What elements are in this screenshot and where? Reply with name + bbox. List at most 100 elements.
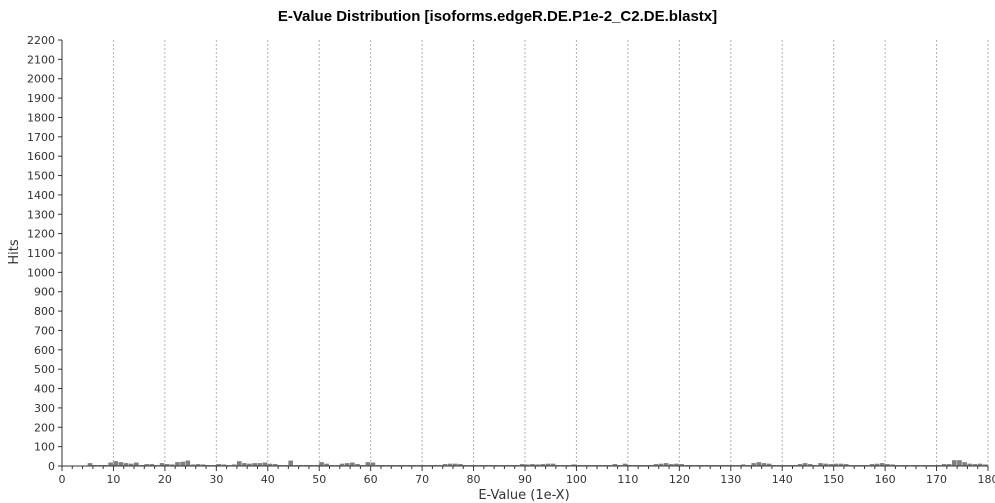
bar	[663, 463, 669, 466]
bar	[756, 462, 762, 466]
bar	[262, 462, 268, 466]
x-tick-label: 10	[106, 473, 120, 486]
y-tick-label: 1400	[27, 189, 55, 202]
bar	[838, 463, 844, 466]
bar	[653, 464, 659, 466]
bar	[252, 463, 257, 466]
x-tick-label: 60	[364, 473, 378, 486]
bar	[242, 463, 247, 466]
bar	[843, 464, 849, 466]
y-tick-label: 1500	[27, 170, 55, 183]
y-axis-label: Hits	[7, 239, 22, 264]
y-tick-label: 800	[34, 305, 55, 318]
chart-title: E-Value Distribution [isoforms.edgeR.DE.…	[277, 8, 718, 25]
bar	[571, 464, 576, 466]
bar	[550, 463, 556, 466]
bar	[797, 464, 803, 466]
bar	[823, 463, 829, 466]
y-tick-label: 700	[34, 324, 55, 337]
x-tick-label: 150	[823, 473, 844, 486]
bar	[612, 464, 618, 466]
x-tick-label: 170	[926, 473, 947, 486]
bar	[231, 464, 237, 466]
bar	[941, 464, 947, 466]
bar	[761, 463, 767, 466]
bar	[967, 463, 973, 466]
bar	[180, 461, 185, 466]
bar	[236, 461, 242, 466]
bar	[113, 461, 119, 466]
bar	[149, 464, 155, 466]
bar	[175, 462, 180, 466]
x-tick-label: 140	[772, 473, 793, 486]
bar	[319, 462, 324, 466]
bar	[802, 463, 808, 466]
y-tick-label: 300	[34, 402, 55, 415]
x-tick-label: 50	[312, 473, 326, 486]
bar	[159, 463, 165, 466]
x-tick-label: 180	[978, 473, 995, 486]
bar	[190, 464, 196, 466]
bar	[324, 463, 330, 466]
bar	[350, 462, 355, 466]
y-tick-label: 100	[34, 441, 55, 454]
bar	[741, 464, 746, 466]
bar	[674, 463, 679, 466]
bar	[185, 460, 191, 466]
bar	[879, 463, 885, 466]
y-tick-label: 1700	[27, 131, 55, 144]
y-tick-label: 2000	[27, 73, 55, 86]
x-tick-label: 0	[59, 473, 66, 486]
y-tick-label: 900	[34, 286, 55, 299]
bar	[452, 463, 458, 466]
x-tick-label: 30	[209, 473, 223, 486]
bar	[195, 464, 201, 466]
y-tick-label: 1000	[27, 266, 55, 279]
bar	[108, 462, 113, 466]
bar-series	[87, 460, 988, 466]
bar	[972, 464, 978, 466]
bar	[87, 463, 93, 466]
axes	[58, 39, 989, 471]
x-tick-label: 40	[261, 473, 275, 486]
bar	[519, 464, 525, 466]
bar	[525, 464, 530, 466]
x-tick-label: 80	[467, 473, 481, 486]
bar	[442, 464, 448, 466]
bar	[885, 464, 890, 466]
y-tick-label: 1900	[27, 92, 55, 105]
y-tick-label: 1100	[27, 247, 55, 260]
bar	[540, 464, 546, 466]
bar	[807, 464, 813, 466]
x-axis-label: E-Value (1e-X)	[478, 488, 569, 503]
bar	[365, 462, 371, 466]
bar	[247, 463, 252, 466]
bar	[144, 464, 149, 466]
y-tick-label: 600	[34, 344, 55, 357]
y-tick-label: 1200	[27, 228, 55, 241]
bar	[164, 464, 170, 466]
y-tick-label: 1600	[27, 150, 55, 163]
bar	[828, 464, 834, 466]
bar	[339, 463, 345, 466]
x-tick-label: 130	[720, 473, 741, 486]
bar	[890, 464, 895, 466]
bar	[751, 463, 756, 466]
bar	[982, 464, 988, 466]
bar	[118, 462, 124, 466]
bar	[267, 463, 273, 466]
x-tick-label: 70	[415, 473, 429, 486]
bar	[962, 462, 967, 466]
y-tick-label: 2200	[27, 34, 55, 47]
bar	[679, 464, 684, 466]
bar	[344, 463, 350, 466]
x-tick-label: 20	[158, 473, 172, 486]
y-tick-label: 1300	[27, 208, 55, 221]
x-tick-label: 120	[669, 473, 690, 486]
bar	[216, 464, 221, 466]
bar	[766, 463, 772, 466]
y-tick-label: 2100	[27, 53, 55, 66]
bar	[951, 460, 957, 466]
bar	[447, 463, 453, 466]
